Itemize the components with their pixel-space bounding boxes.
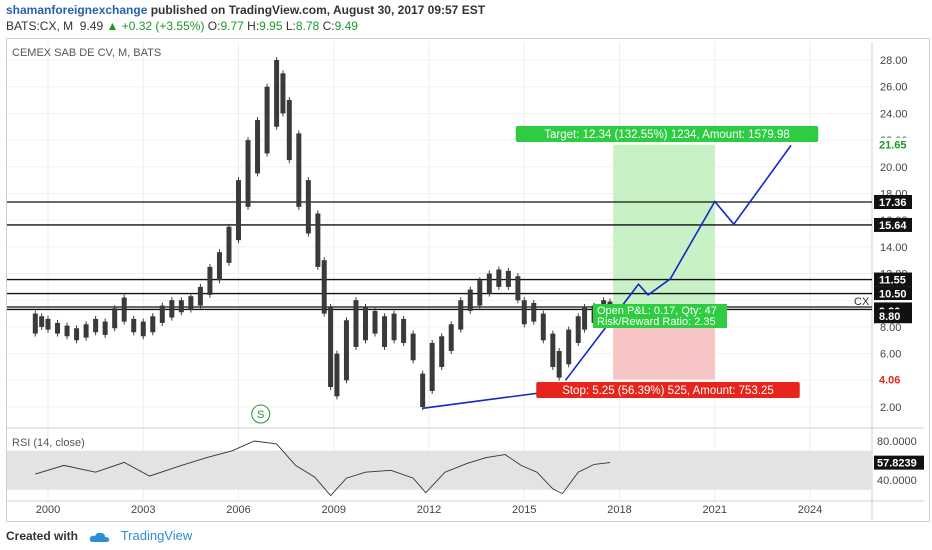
- time-tick-label: 2024: [798, 504, 822, 516]
- rsi-pane: 80.0000 40.0000 57.8239: [7, 436, 924, 497]
- high-label: H:: [247, 19, 260, 33]
- footer: Created with TradingView: [6, 528, 192, 543]
- pnl-box: [593, 304, 727, 328]
- rsi-tick-label: 80.0000: [877, 436, 917, 448]
- symbol-header: BATS:CX, M 9.49 ▲ +0.32 (+3.55%) O:9.77 …: [6, 19, 358, 33]
- publish-header: shamanforeignexchange published on Tradi…: [6, 3, 485, 17]
- time-tick-label: 2000: [36, 504, 60, 516]
- stop-label: Stop: 5.25 (56.39%) 525, Amount: 753.25: [562, 385, 774, 397]
- tradingview-brand[interactable]: TradingView: [120, 528, 193, 543]
- target-label-box: [515, 126, 819, 142]
- time-tick-label: 2006: [226, 504, 250, 516]
- time-tick-label: 2003: [131, 504, 155, 516]
- price-tick-label: 14.00: [880, 242, 908, 254]
- rsi-value-label: 57.8239: [877, 458, 917, 470]
- price-tick-label: 8.00: [880, 322, 901, 334]
- price-label: 10.50: [879, 289, 907, 301]
- time-axis[interactable]: 2000 2003 2006 2009 2012 2015 2018 2021 2024: [36, 504, 822, 516]
- pnl-label: Open P&L: 0.17, Qty: 47: [597, 305, 717, 317]
- high-value: 9.95: [259, 19, 283, 33]
- candles: [32, 57, 613, 410]
- price-label: 4.06: [879, 375, 900, 387]
- rsi-band: [7, 450, 872, 490]
- symbol-label[interactable]: BATS:CX, M: [6, 19, 74, 33]
- chart-frame: [6, 38, 930, 522]
- rsi-value-box: [874, 455, 924, 470]
- trendlines[interactable]: [422, 144, 792, 410]
- position-zones: [613, 144, 715, 380]
- rsi-title: RSI (14, close): [12, 437, 85, 449]
- stop-label-box: [536, 382, 800, 398]
- price-tick-label: 26.00: [880, 82, 908, 94]
- close-label: C:: [322, 19, 335, 33]
- price-label-box: [874, 272, 912, 287]
- publish-info: published on TradingView.com, August 30,…: [150, 3, 486, 17]
- time-tick-label: 2012: [417, 504, 441, 516]
- horizontal-levels: [7, 201, 872, 311]
- price-label: 17.36: [879, 197, 907, 209]
- open-label: O:: [207, 19, 221, 33]
- trendline-projection[interactable]: [564, 144, 792, 381]
- target-label: Target: 12.34 (132.55%) 1234, Amount: 15…: [544, 129, 790, 141]
- time-tick-label: 2018: [607, 504, 631, 516]
- risk-reward-label: Risk/Reward Ratio: 2.35: [597, 316, 716, 328]
- rsi-line: [35, 440, 611, 497]
- time-tick-label: 2009: [322, 504, 346, 516]
- author-link[interactable]: shamanforeignexchange: [6, 3, 148, 17]
- price-label: 8.80: [879, 311, 900, 323]
- price-label: 15.64: [879, 220, 907, 232]
- symbol-tag: CX: [854, 296, 870, 308]
- price-tick-label: 2.00: [880, 402, 901, 414]
- position-labels: Target: 12.34 (132.55%) 1234, Amount: 15…: [251, 126, 819, 424]
- price-label-box: [874, 195, 912, 210]
- tradingview-cloud-icon: [90, 532, 110, 542]
- event-marker-circle[interactable]: [251, 404, 271, 424]
- price-tick-label: 6.00: [880, 349, 901, 361]
- price-label: 11.55: [879, 275, 906, 287]
- price-tick-label: 24.00: [880, 108, 908, 120]
- price-label-box: [874, 137, 912, 152]
- price-tick-label: 20.00: [880, 162, 908, 174]
- price-label-box: [874, 217, 912, 232]
- event-marker-label: S: [257, 409, 264, 421]
- created-with: Created with: [6, 529, 79, 543]
- close-value: 9.49: [334, 19, 358, 33]
- low-label: L:: [285, 19, 296, 33]
- price-change: ▲ +0.32 (+3.55%): [106, 19, 205, 33]
- open-value: 9.77: [220, 19, 244, 33]
- last-price: 9.49: [79, 19, 104, 33]
- price-label: 21.65: [879, 140, 907, 152]
- time-tick-label: 2021: [703, 504, 727, 516]
- profit-zone: [613, 144, 715, 310]
- low-value: 8.78: [295, 19, 320, 33]
- chart-title: CEMEX SAB DE CV, M, BATS: [12, 47, 161, 59]
- rsi-tick-label: 40.0000: [877, 475, 917, 487]
- time-tick-label: 2015: [512, 504, 536, 516]
- price-label-box: [874, 286, 912, 301]
- price-label-box: [874, 309, 912, 324]
- price-tick-label: 28.00: [880, 55, 908, 67]
- price-axis[interactable]: 28.0026.0024.0022.0020.0018.0016.0014.00…: [854, 55, 912, 414]
- grid: [7, 42, 924, 520]
- price-label-box: [874, 372, 912, 387]
